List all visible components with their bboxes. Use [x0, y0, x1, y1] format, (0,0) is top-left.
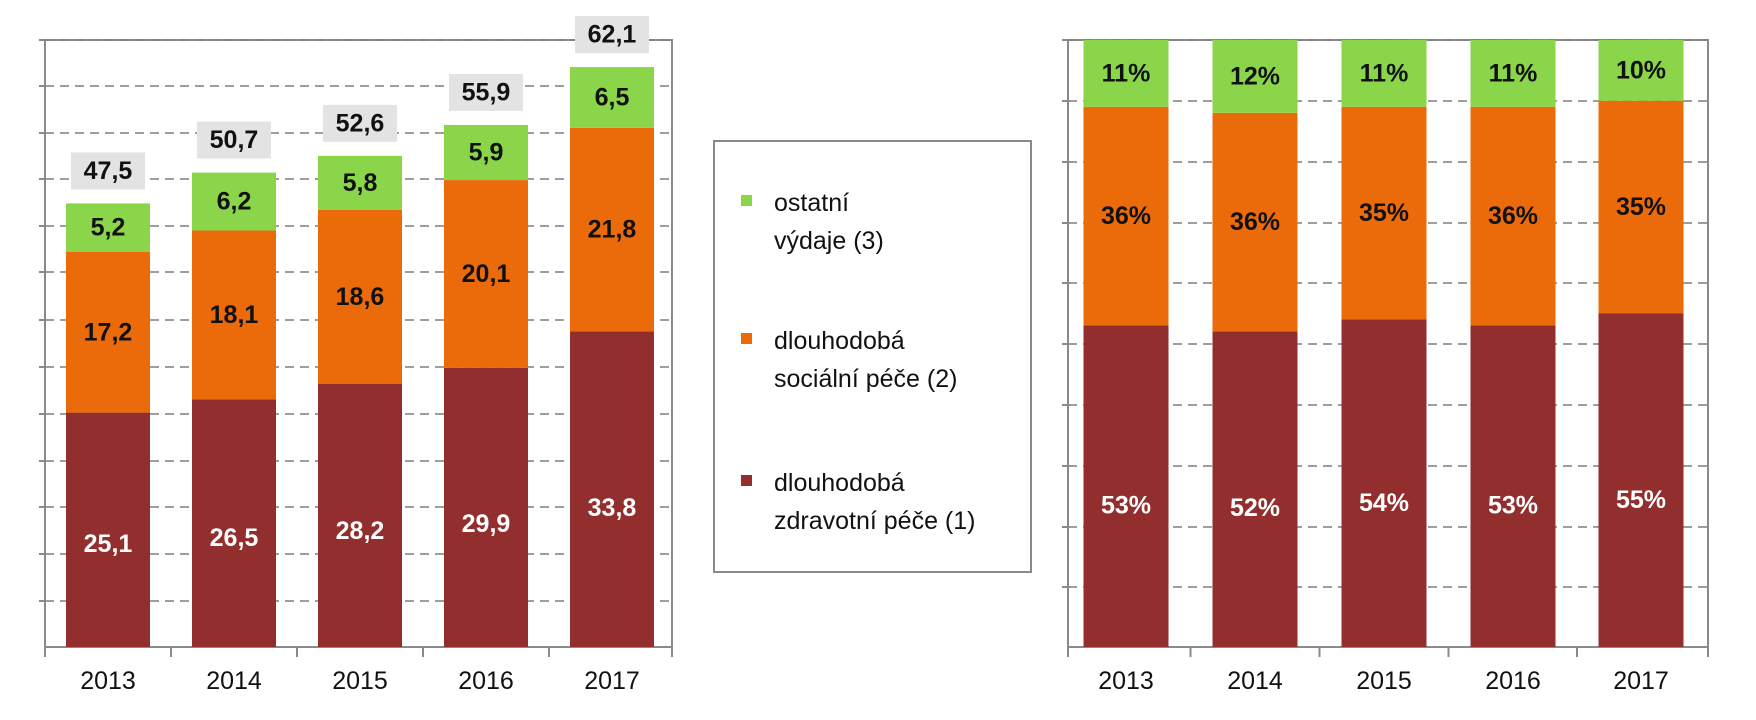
data-label-pct-other-2014: 12%	[1230, 62, 1280, 90]
total-label-2014: 50,7	[210, 126, 259, 154]
data-label-abs-social-2015: 18,6	[336, 283, 385, 311]
data-label-abs-health-2016: 29,9	[462, 510, 511, 538]
bar-abs-other-2016	[444, 124, 528, 181]
total-label-2017: 62,1	[588, 21, 637, 49]
data-label-abs-other-2017: 6,5	[595, 83, 630, 111]
x-label-abs-2015: 2015	[332, 667, 388, 695]
x-label-pct-2016: 2016	[1485, 667, 1541, 695]
legend-label-health-line2: zdravotní péče (1)	[774, 507, 976, 535]
data-label-pct-social-2013: 36%	[1101, 202, 1151, 230]
data-label-abs-health-2017: 33,8	[588, 494, 637, 522]
total-box-2013	[71, 152, 145, 190]
bar-pct-social-2016	[1470, 106, 1556, 326]
legend-item-social: dlouhodobá sociální péče (2)	[741, 322, 1014, 398]
x-label-pct-2015: 2015	[1356, 667, 1412, 695]
x-label-abs-2013: 2013	[80, 667, 136, 695]
data-label-pct-other-2015: 11%	[1360, 59, 1409, 87]
bar-pct-other-2017	[1598, 40, 1684, 101]
data-label-pct-health-2015: 54%	[1359, 489, 1409, 517]
bar-pct-social-2014	[1212, 112, 1298, 332]
x-label-abs-2014: 2014	[206, 667, 262, 695]
data-label-abs-other-2016: 5,9	[469, 139, 504, 167]
total-label-2013: 47,5	[84, 157, 133, 185]
data-label-pct-social-2016: 36%	[1488, 202, 1538, 230]
total-box-2016	[449, 73, 523, 111]
legend-label-other-line2: výdaje (3)	[774, 227, 884, 255]
bar-abs-other-2014	[192, 172, 276, 231]
bar-abs-health-2016	[444, 367, 528, 647]
legend-swatch-health	[741, 475, 752, 486]
legend-label-health-line1: dlouhodobá	[774, 469, 905, 497]
bar-pct-health-2015	[1341, 319, 1427, 647]
x-label-abs-2017: 2017	[584, 667, 640, 695]
bar-abs-social-2013	[66, 251, 150, 413]
bar-abs-social-2017	[570, 127, 654, 332]
bar-abs-other-2017	[570, 67, 654, 128]
total-box-2017	[575, 16, 649, 54]
bar-pct-other-2016	[1470, 40, 1556, 107]
data-label-abs-other-2013: 5,2	[91, 214, 126, 242]
data-label-pct-health-2017: 55%	[1616, 486, 1666, 514]
bar-abs-social-2014	[192, 230, 276, 400]
bar-abs-health-2017	[570, 331, 654, 647]
data-label-abs-social-2014: 18,1	[210, 301, 259, 329]
legend-item-health: dlouhodobá zdravotní péče (1)	[741, 464, 1014, 540]
total-box-2014	[197, 121, 271, 159]
legend-swatch-social	[741, 333, 752, 344]
data-label-abs-other-2015: 5,8	[343, 169, 378, 197]
bar-abs-health-2015	[318, 383, 402, 647]
legend-item-other: ostatní výdaje (3)	[741, 184, 1014, 260]
data-label-abs-health-2015: 28,2	[336, 517, 385, 545]
data-label-abs-health-2013: 25,1	[84, 530, 133, 558]
bar-abs-other-2015	[318, 155, 402, 210]
data-label-abs-social-2016: 20,1	[462, 260, 511, 288]
data-label-pct-health-2016: 53%	[1488, 491, 1538, 519]
legend-swatch-other	[741, 195, 752, 206]
bar-pct-social-2013	[1083, 106, 1169, 326]
legend-label-other-line1: ostatní	[774, 189, 850, 217]
total-label-2016: 55,9	[462, 78, 511, 106]
x-label-pct-2014: 2014	[1227, 667, 1283, 695]
bar-abs-social-2015	[318, 209, 402, 384]
bar-pct-health-2016	[1470, 325, 1556, 647]
bar-pct-health-2017	[1598, 313, 1684, 647]
data-label-abs-social-2017: 21,8	[588, 216, 637, 244]
data-label-pct-health-2014: 52%	[1230, 494, 1280, 522]
data-label-pct-health-2013: 53%	[1101, 491, 1151, 519]
legend-label-social-line1: dlouhodobá	[774, 327, 905, 355]
bar-abs-health-2013	[66, 412, 150, 647]
bar-abs-health-2014	[192, 399, 276, 647]
total-label-2015: 52,6	[336, 109, 385, 137]
data-label-pct-other-2016: 11%	[1489, 59, 1538, 87]
data-label-pct-social-2014: 36%	[1230, 208, 1280, 236]
bar-abs-social-2016	[444, 180, 528, 368]
bar-pct-health-2013	[1083, 325, 1169, 647]
total-box-2015	[323, 104, 397, 142]
x-label-pct-2017: 2017	[1613, 667, 1669, 695]
data-label-abs-other-2014: 6,2	[217, 188, 252, 216]
data-label-pct-other-2013: 11%	[1102, 59, 1151, 87]
legend: ostatní výdaje (3) dlouhodobá sociální p…	[713, 140, 1032, 573]
bar-pct-other-2014	[1212, 40, 1298, 113]
bar-pct-other-2015	[1341, 40, 1427, 107]
bar-pct-social-2015	[1341, 106, 1427, 320]
data-label-pct-social-2015: 35%	[1359, 199, 1409, 227]
x-label-abs-2016: 2016	[458, 667, 514, 695]
bar-abs-other-2013	[66, 203, 150, 252]
data-label-pct-social-2017: 35%	[1616, 193, 1666, 221]
x-label-pct-2013: 2013	[1098, 667, 1154, 695]
bar-pct-other-2013	[1083, 40, 1169, 107]
bar-pct-social-2017	[1598, 100, 1684, 314]
data-label-abs-social-2013: 17,2	[84, 318, 133, 346]
data-label-pct-other-2017: 10%	[1616, 56, 1666, 84]
legend-label-social-line2: sociální péče (2)	[774, 365, 958, 393]
bar-pct-health-2014	[1212, 331, 1298, 647]
data-label-abs-health-2014: 26,5	[210, 524, 259, 552]
